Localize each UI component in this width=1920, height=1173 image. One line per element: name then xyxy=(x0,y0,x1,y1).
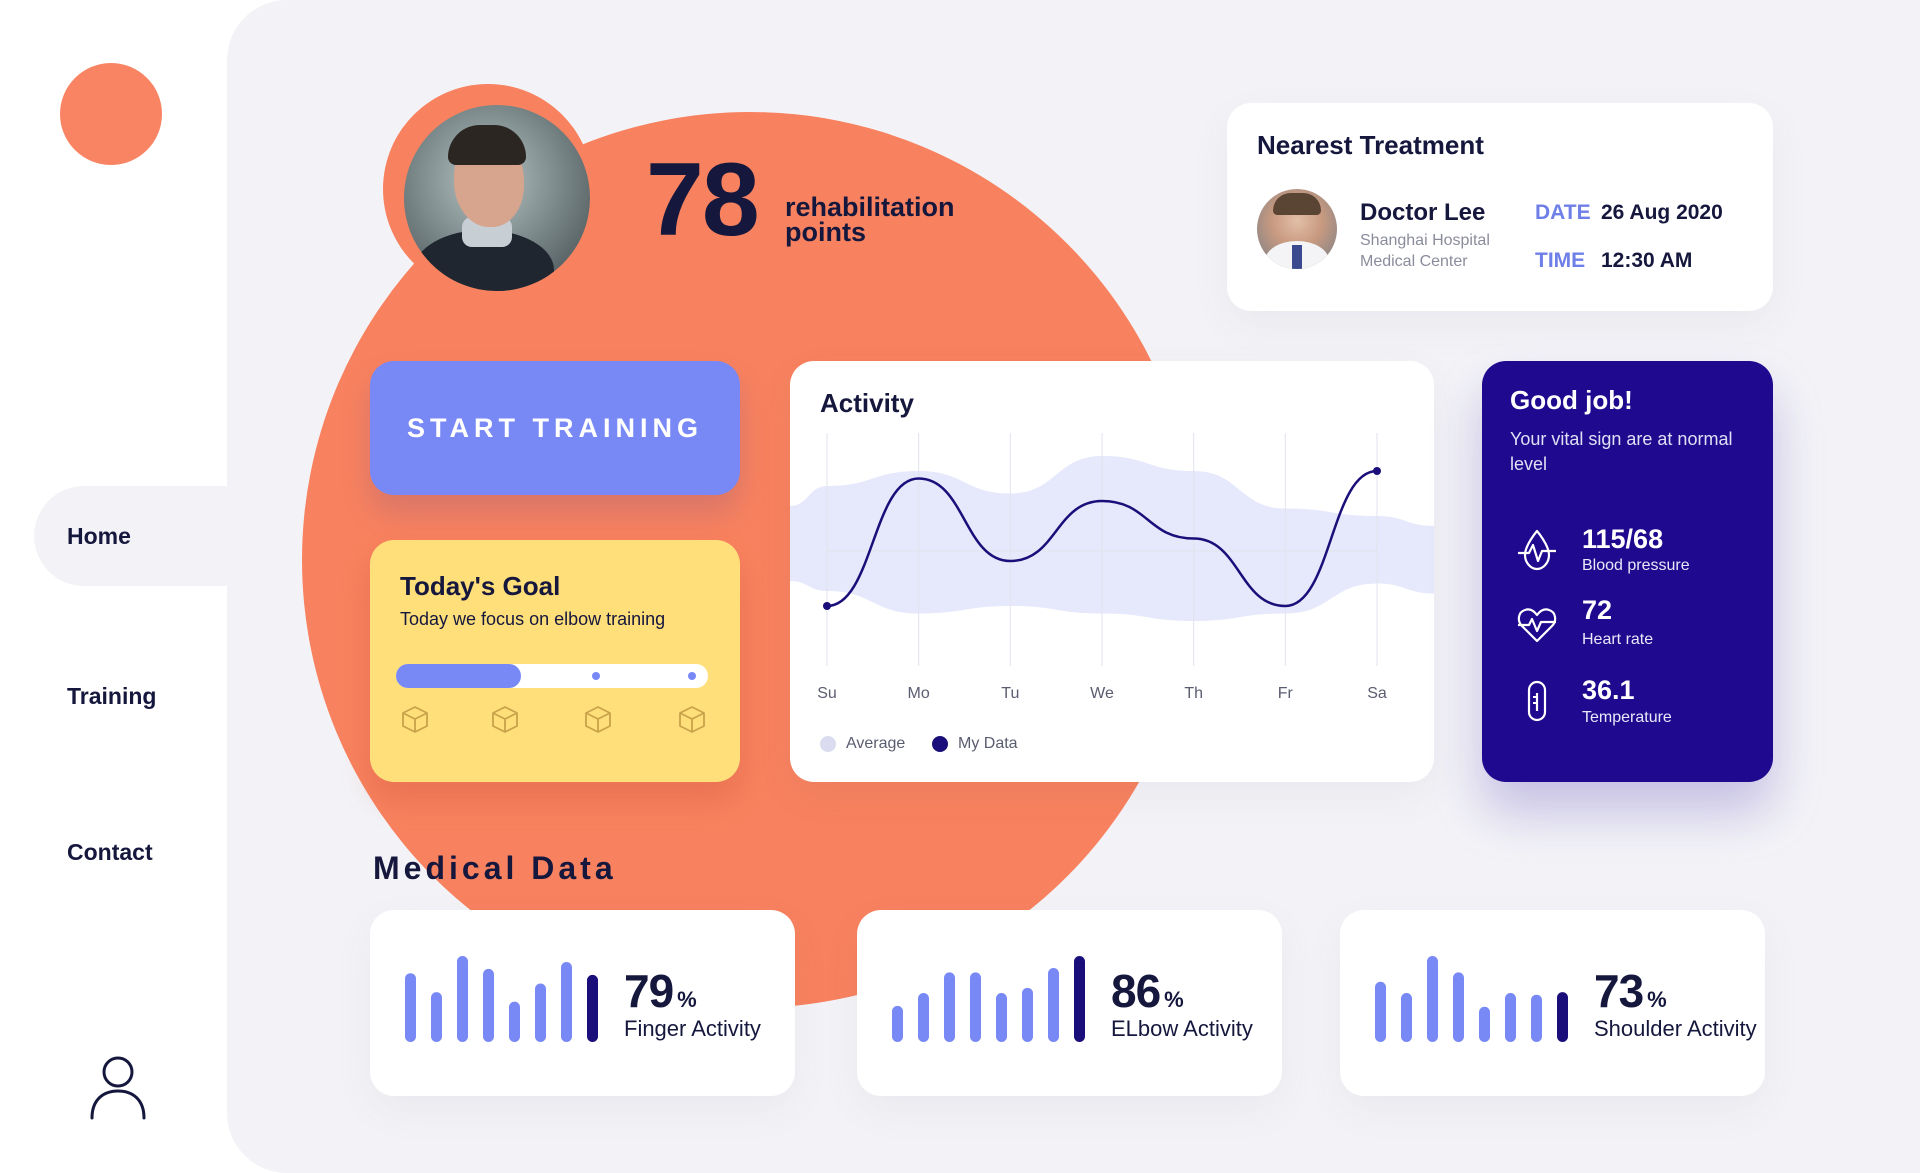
app-logo[interactable] xyxy=(60,63,162,165)
activity-bar xyxy=(1401,992,1412,1042)
elbow-activity-bars xyxy=(892,956,1085,1042)
thermometer-icon xyxy=(1527,680,1547,722)
goal-milestone-dot xyxy=(688,672,696,680)
date-value: 26 Aug 2020 xyxy=(1601,201,1723,224)
activity-bar xyxy=(1074,956,1085,1042)
time-label: TIME xyxy=(1535,249,1586,272)
x-tick-label: Mo xyxy=(908,685,930,702)
activity-bar xyxy=(405,973,416,1042)
todays-goal-card[interactable]: Today's Goal Today we focus on elbow tra… xyxy=(370,540,740,782)
nav-item-home[interactable]: Home xyxy=(67,523,131,549)
legend-label-average: Average xyxy=(846,735,906,752)
elbow-activity-value: 86% xyxy=(1111,965,1184,1017)
doctor-avatar xyxy=(1257,189,1337,269)
elbow-activity-label: ELbow Activity xyxy=(1111,1016,1253,1041)
activity-bar xyxy=(1505,992,1516,1042)
goal-subtitle: Today we focus on elbow training xyxy=(400,609,666,629)
x-tick-label: Tu xyxy=(1001,685,1019,702)
blood-pressure-value: 115/68 xyxy=(1582,524,1664,554)
nearest-treatment-card[interactable]: Nearest Treatment Doctor Lee Shanghai Ho… xyxy=(1227,103,1773,311)
user-profile-icon[interactable] xyxy=(88,1055,148,1121)
my-data-point xyxy=(823,602,831,610)
blood-pressure-icon xyxy=(1518,529,1556,571)
vitals-card[interactable]: Good job! Your vital sign are at normal … xyxy=(1482,361,1773,782)
nav-item-training[interactable]: Training xyxy=(67,683,157,709)
activity-bar xyxy=(431,992,442,1042)
nearest-treatment-title: Nearest Treatment xyxy=(1257,130,1484,160)
legend-swatch-my-data xyxy=(932,736,948,752)
activity-chart: Su Mo Tu We Th Fr Sa xyxy=(790,433,1434,702)
milestone-box-icon xyxy=(492,706,518,733)
shoulder-activity-label: Shoulder Activity xyxy=(1594,1016,1757,1041)
my-data-point xyxy=(1373,467,1381,475)
heart-rate-label: Heart rate xyxy=(1582,631,1654,648)
date-label: DATE xyxy=(1535,201,1591,224)
activity-bar xyxy=(535,983,546,1042)
goal-progress-bar xyxy=(396,664,708,688)
shoulder-activity-value: 73% xyxy=(1594,965,1667,1017)
rehabilitation-points-label: rehabilitation points xyxy=(785,192,955,247)
vitals-subtitle: Your vital sign are at normal level xyxy=(1510,429,1733,474)
activity-bar xyxy=(457,956,468,1042)
temperature-value: 36.1 xyxy=(1582,675,1635,705)
activity-bar xyxy=(587,974,598,1042)
average-band xyxy=(790,456,1434,621)
x-tick-label: Th xyxy=(1184,685,1203,702)
x-tick-label: Su xyxy=(817,685,837,702)
legend-item-my-data: My Data xyxy=(932,735,1018,753)
goal-milestone-dot xyxy=(592,672,600,680)
nav-item-contact[interactable]: Contact xyxy=(67,839,153,865)
heart-rate-value: 72 xyxy=(1582,595,1613,625)
temperature-label: Temperature xyxy=(1582,709,1672,726)
activity-bar xyxy=(1479,1006,1490,1042)
activity-bar xyxy=(1048,968,1059,1042)
my-data-line xyxy=(826,469,1378,608)
activity-bar xyxy=(918,992,929,1042)
activity-bar xyxy=(1375,981,1386,1042)
x-tick-label: We xyxy=(1090,685,1114,702)
hospital-name: Shanghai Hospital Medical Center xyxy=(1360,232,1490,270)
legend-swatch-average xyxy=(820,736,836,752)
vitals-title: Good job! xyxy=(1510,385,1633,415)
activity-bar xyxy=(509,1001,520,1042)
nav-active-indicator xyxy=(34,486,274,586)
activity-bar xyxy=(483,968,494,1042)
doctor-name: Doctor Lee xyxy=(1360,199,1486,226)
goal-progress-fill xyxy=(396,664,521,688)
shoulder-activity-card[interactable]: 73% Shoulder Activity xyxy=(1340,910,1765,1096)
activity-bar xyxy=(1453,972,1464,1042)
finger-activity-value: 79% xyxy=(624,965,697,1017)
legend-item-average: Average xyxy=(820,735,905,753)
goal-title: Today's Goal xyxy=(400,571,561,601)
shoulder-activity-bars xyxy=(1375,956,1568,1042)
milestone-box-icon xyxy=(402,706,428,733)
x-tick-label: Fr xyxy=(1278,685,1294,702)
milestone-box-icon xyxy=(585,706,611,733)
milestone-box-icon xyxy=(679,706,705,733)
activity-bar xyxy=(1022,987,1033,1042)
activity-bar xyxy=(1531,994,1542,1042)
start-training-button[interactable]: START TRAINING xyxy=(370,361,740,495)
legend-label-my-data: My Data xyxy=(958,735,1018,752)
medical-data-title: Medical Data xyxy=(373,850,617,886)
time-value: 12:30 AM xyxy=(1601,249,1693,272)
activity-bar xyxy=(944,972,955,1042)
elbow-activity-card[interactable]: 86% ELbow Activity xyxy=(857,910,1282,1096)
activity-card[interactable]: Activity Su Mo Tu We Th Fr Sa Average My Data xyxy=(790,361,1434,782)
activity-title: Activity xyxy=(820,388,914,418)
user-avatar[interactable] xyxy=(404,105,590,291)
activity-bar xyxy=(1557,992,1568,1042)
heart-rate-icon xyxy=(1517,608,1557,643)
activity-bar xyxy=(561,962,572,1042)
finger-activity-card[interactable]: 79% Finger Activity xyxy=(370,910,795,1096)
finger-activity-bars xyxy=(405,956,598,1042)
activity-bar xyxy=(1427,956,1438,1042)
finger-activity-label: Finger Activity xyxy=(624,1016,761,1041)
rehabilitation-points-value: 78 xyxy=(646,142,760,258)
blood-pressure-label: Blood pressure xyxy=(1582,557,1690,574)
activity-bar xyxy=(996,992,1007,1042)
activity-bar xyxy=(892,1005,903,1042)
x-tick-label: Sa xyxy=(1367,685,1387,702)
activity-bar xyxy=(970,972,981,1042)
